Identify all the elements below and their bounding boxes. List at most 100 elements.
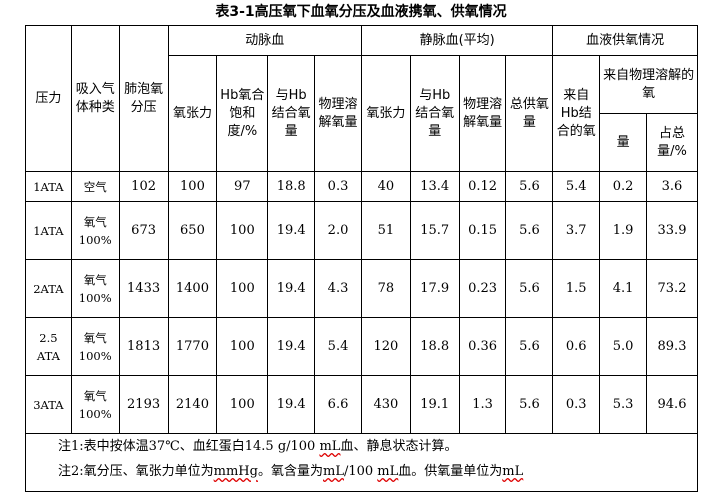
cell-ven-phys: 0.23 bbox=[458, 259, 507, 318]
cell-art-po2: 650 bbox=[167, 201, 218, 260]
header-ven-hb: 与Hb结合氧量 bbox=[409, 55, 460, 172]
cell-art-hb: 18.8 bbox=[267, 171, 316, 202]
cell-art-sat: 100 bbox=[216, 259, 269, 318]
cell-art-hb: 19.4 bbox=[267, 201, 316, 260]
cell-ven-hb: 19.1 bbox=[409, 375, 460, 434]
note-2-unit-1: mmHg bbox=[213, 464, 258, 479]
cell-ven-hb: 13.4 bbox=[409, 171, 460, 202]
cell-sup-pct: 33.9 bbox=[646, 201, 698, 260]
cell-alveolar: 1433 bbox=[118, 259, 169, 318]
cell-ven-total: 5.6 bbox=[505, 317, 554, 376]
cell-gas: 氧气100% bbox=[70, 375, 120, 434]
cell-gas: 氧气100% bbox=[70, 201, 120, 260]
note-2-text-a: 注2:氧分压、氧张力单位为 bbox=[58, 464, 214, 479]
cell-ven-total: 5.6 bbox=[505, 201, 554, 260]
note-1-unit: mL bbox=[319, 439, 341, 454]
cell-alveolar: 102 bbox=[118, 171, 169, 202]
note-1: 注1:表中按体温37℃、血红蛋白14.5 g/100 mL血、静息状态计算。 bbox=[58, 434, 697, 459]
cell-art-sat: 100 bbox=[216, 375, 269, 434]
cell-alveolar: 673 bbox=[118, 201, 169, 260]
cell-ven-total: 5.6 bbox=[505, 259, 554, 318]
header-alveolar: 肺泡氧分压 bbox=[118, 25, 169, 172]
header-arterial: 动脉血 bbox=[167, 25, 362, 56]
notes: 注1:表中按体温37℃、血红蛋白14.5 g/100 mL血、静息状态计算。 注… bbox=[25, 430, 698, 492]
table-title: 表3-1高压氧下血氧分压及血液携氧、供氧情况 bbox=[215, 4, 507, 20]
header-gas: 吸入气体种类 bbox=[70, 25, 120, 172]
cell-art-po2: 1770 bbox=[167, 317, 218, 376]
header-sup-hb: 来自Hb结合的氧 bbox=[552, 55, 601, 172]
cell-sup-amount: 5.3 bbox=[599, 375, 647, 434]
header-ven-phys: 物理溶解氧量 bbox=[458, 55, 507, 172]
cell-ven-hb: 18.8 bbox=[409, 317, 460, 376]
header-sup-phys: 来自物理溶解的氧 bbox=[599, 55, 698, 114]
cell-art-po2: 2140 bbox=[167, 375, 218, 434]
cell-sup-amount: 0.2 bbox=[599, 171, 647, 202]
cell-ven-po2: 40 bbox=[360, 171, 411, 202]
cell-art-sat: 100 bbox=[216, 201, 269, 260]
cell-pressure: 2.5 ATA bbox=[25, 317, 72, 376]
header-supply: 血液供氧情况 bbox=[552, 25, 698, 56]
header-sup-amount: 量 bbox=[599, 113, 647, 172]
cell-ven-hb: 17.9 bbox=[409, 259, 460, 318]
cell-art-sat: 97 bbox=[216, 171, 269, 202]
note-2-unit-4: mL bbox=[502, 464, 524, 479]
cell-art-po2: 100 bbox=[167, 171, 218, 202]
cell-ven-phys: 0.15 bbox=[458, 201, 507, 260]
header-art-sat: Hb氧合饱和度/% bbox=[216, 55, 269, 172]
oxygen-table: 压力 吸入气体种类 肺泡氧分压 动脉血 静脉血(平均) 血液供氧情况 氧张力 H… bbox=[25, 25, 698, 434]
cell-sup-pct: 3.6 bbox=[646, 171, 698, 202]
note-2-text-b: 。氧含量为 bbox=[257, 464, 323, 479]
cell-art-phys: 5.4 bbox=[314, 317, 362, 376]
cell-sup-pct: 89.3 bbox=[646, 317, 698, 376]
cell-gas: 氧气100% bbox=[70, 259, 120, 318]
header-ven-total: 总供氧量 bbox=[505, 55, 554, 172]
cell-ven-po2: 120 bbox=[360, 317, 411, 376]
cell-ven-total: 5.6 bbox=[505, 171, 554, 202]
cell-ven-phys: 0.12 bbox=[458, 171, 507, 202]
cell-pressure: 1ATA bbox=[25, 171, 72, 202]
cell-art-phys: 6.6 bbox=[314, 375, 362, 434]
table-row: 1ATA 氧气100% 673 650 100 19.4 2.0 51 15.7 0.15 5.6 3… bbox=[25, 201, 698, 260]
cell-art-hb: 19.4 bbox=[267, 375, 316, 434]
cell-ven-phys: 1.3 bbox=[458, 375, 507, 434]
header-art-phys: 物理溶解氧量 bbox=[314, 55, 362, 172]
cell-pressure: 2ATA bbox=[25, 259, 72, 318]
cell-ven-phys: 0.36 bbox=[458, 317, 507, 376]
note-2-unit-2: mL bbox=[323, 464, 344, 479]
note-2-text-d: 血。供氧量单位为 bbox=[398, 464, 503, 479]
cell-sup-amount: 4.1 bbox=[599, 259, 647, 318]
cell-ven-hb: 15.7 bbox=[409, 201, 460, 260]
cell-sup-hb: 1.5 bbox=[552, 259, 601, 318]
cell-sup-hb: 5.4 bbox=[552, 171, 601, 202]
cell-art-sat: 100 bbox=[216, 317, 269, 376]
note-1-suffix: 血、静息状态计算。 bbox=[340, 439, 458, 454]
note-2: 注2:氧分压、氧张力单位为mmHg。氧含量为mL/100 mL血。供氧量单位为m… bbox=[58, 459, 697, 484]
cell-sup-hb: 0.3 bbox=[552, 375, 601, 434]
table-row: 3ATA 氧气100% 2193 2140 100 19.4 6.6 430 19.1 1.3 5.… bbox=[25, 375, 698, 434]
table-row: 1ATA 空气 102 100 97 18.8 0.3 40 13.4 0.12 5.6 5.4 0.2… bbox=[25, 171, 698, 202]
cell-sup-hb: 0.6 bbox=[552, 317, 601, 376]
header-venous: 静脉血(平均) bbox=[360, 25, 554, 56]
note-2-text-c: /100 bbox=[343, 464, 378, 479]
cell-ven-total: 5.6 bbox=[505, 375, 554, 434]
cell-art-phys: 2.0 bbox=[314, 201, 362, 260]
cell-gas: 氧气100% bbox=[70, 317, 120, 376]
cell-alveolar: 2193 bbox=[118, 375, 169, 434]
table-row: 2ATA 氧气100% 1433 1400 100 19.4 4.3 78 17.9 0.23 5.… bbox=[25, 259, 698, 318]
cell-gas: 空气 bbox=[70, 171, 120, 202]
header-pressure: 压力 bbox=[25, 25, 72, 172]
cell-art-phys: 4.3 bbox=[314, 259, 362, 318]
header-art-hb: 与Hb结合氧量 bbox=[267, 55, 316, 172]
cell-sup-pct: 73.2 bbox=[646, 259, 698, 318]
cell-ven-po2: 430 bbox=[360, 375, 411, 434]
cell-art-phys: 0.3 bbox=[314, 171, 362, 202]
header-art-po2: 氧张力 bbox=[167, 55, 218, 172]
cell-art-po2: 1400 bbox=[167, 259, 218, 318]
cell-sup-amount: 5.0 bbox=[599, 317, 647, 376]
cell-art-hb: 19.4 bbox=[267, 259, 316, 318]
cell-sup-hb: 3.7 bbox=[552, 201, 601, 260]
cell-ven-po2: 78 bbox=[360, 259, 411, 318]
note-2-unit-3: mL bbox=[377, 464, 399, 479]
table-row: 2.5 ATA 氧气100% 1813 1770 100 19.4 5.4 120 18.8 0.… bbox=[25, 317, 698, 376]
header-ven-po2: 氧张力 bbox=[360, 55, 411, 172]
